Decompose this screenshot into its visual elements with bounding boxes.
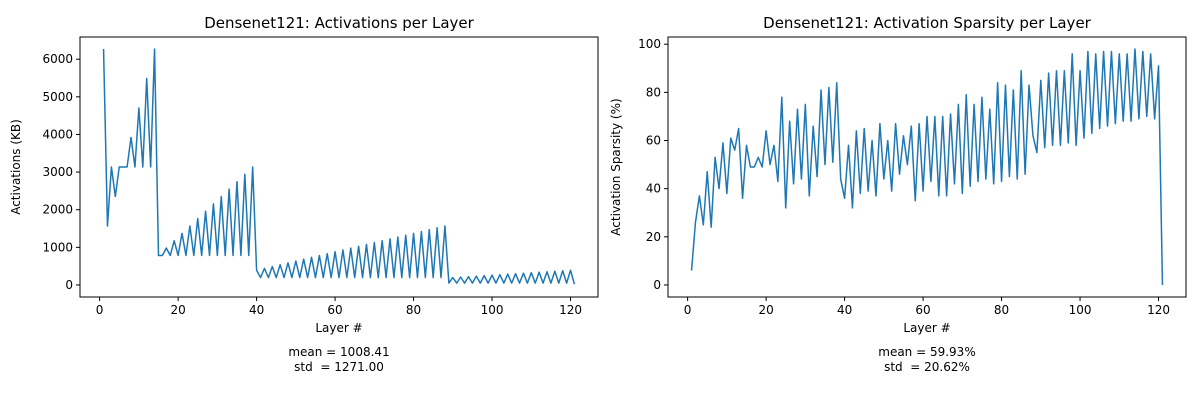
annotation: std = 1271.00 bbox=[294, 360, 384, 374]
x-tick-label: 80 bbox=[994, 303, 1009, 317]
x-tick-label: 40 bbox=[249, 303, 264, 317]
x-tick-label: 0 bbox=[684, 303, 692, 317]
x-tick-label: 120 bbox=[559, 303, 582, 317]
annotation: mean = 59.93% bbox=[878, 345, 975, 359]
chart-title: Densenet121: Activation Sparsity per Lay… bbox=[763, 14, 1092, 32]
y-tick-label: 40 bbox=[646, 182, 661, 196]
y-tick-label: 80 bbox=[646, 85, 661, 99]
y-tick-label: 60 bbox=[646, 134, 661, 148]
data-line bbox=[102, 48, 576, 285]
y-tick-label: 0 bbox=[65, 278, 73, 292]
y-tick-label: 1000 bbox=[42, 240, 73, 254]
x-tick-label: 80 bbox=[406, 303, 421, 317]
annotation: mean = 1008.41 bbox=[288, 345, 389, 359]
x-axis-label: Layer # bbox=[903, 321, 950, 335]
y-tick-label: 0 bbox=[653, 278, 661, 292]
x-axis-label: Layer # bbox=[315, 321, 362, 335]
data-line bbox=[690, 48, 1164, 285]
x-tick-label: 100 bbox=[1069, 303, 1092, 317]
x-tick-label: 60 bbox=[915, 303, 930, 317]
x-tick-label: 40 bbox=[837, 303, 852, 317]
x-tick-label: 60 bbox=[327, 303, 342, 317]
annotation: std = 20.62% bbox=[884, 360, 970, 374]
y-tick-label: 2000 bbox=[42, 203, 73, 217]
y-tick-label: 4000 bbox=[42, 127, 73, 141]
y-tick-label: 5000 bbox=[42, 90, 73, 104]
axes-frame bbox=[79, 36, 599, 298]
x-tick-label: 100 bbox=[481, 303, 504, 317]
y-tick-label: 20 bbox=[646, 230, 661, 244]
y-tick-label: 3000 bbox=[42, 165, 73, 179]
axes-frame bbox=[667, 36, 1187, 298]
x-tick-label: 20 bbox=[170, 303, 185, 317]
y-tick-label: 6000 bbox=[42, 52, 73, 66]
x-tick-label: 20 bbox=[758, 303, 773, 317]
y-axis-label: Activation Sparsity (%) bbox=[609, 98, 623, 235]
chart-title: Densenet121: Activations per Layer bbox=[204, 14, 474, 32]
y-tick-label: 100 bbox=[638, 37, 661, 51]
x-tick-label: 120 bbox=[1147, 303, 1170, 317]
x-tick-label: 0 bbox=[96, 303, 104, 317]
y-axis-label: Activations (KB) bbox=[9, 119, 23, 215]
